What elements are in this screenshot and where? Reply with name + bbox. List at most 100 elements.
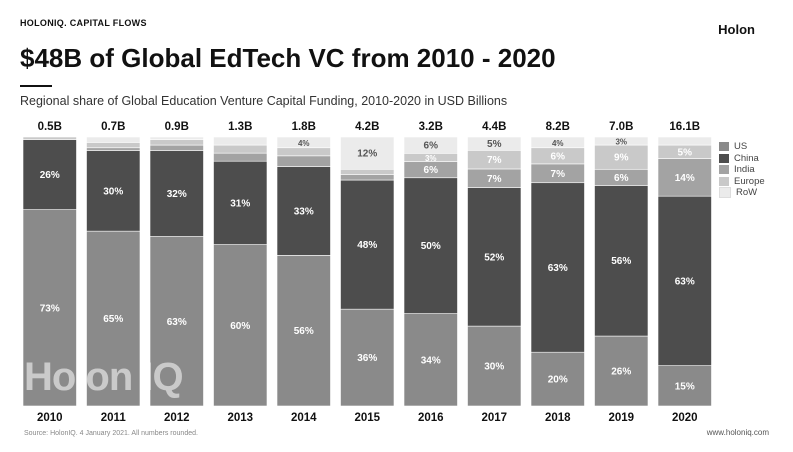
data-label-us-2020: 15% (675, 381, 695, 392)
data-label-row-2014: 4% (298, 139, 310, 148)
total-label-2011: 0.7B (101, 121, 125, 133)
x-tick-2014: 2014 (291, 412, 317, 424)
data-label-europe-2017: 7% (487, 155, 502, 166)
legend-item-row: RoW (719, 187, 765, 199)
data-label-china-2017: 52% (484, 252, 504, 263)
legend-swatch-us (719, 142, 729, 152)
total-label-2010: 0.5B (38, 121, 62, 133)
data-label-india-2020: 14% (675, 173, 695, 184)
data-label-china-2014: 33% (294, 206, 314, 217)
data-label-china-2020: 63% (675, 276, 695, 287)
data-label-china-2019: 56% (611, 256, 631, 267)
legend-label-china: China (734, 152, 759, 164)
legend-swatch-india (719, 165, 729, 175)
x-tick-2017: 2017 (481, 412, 507, 424)
brand-header: HOLONIQ. CAPITAL FLOWS (20, 18, 147, 28)
data-label-europe-2020: 5% (678, 147, 693, 158)
total-label-2013: 1.3B (228, 121, 252, 133)
bar-segment-us-2016 (403, 313, 458, 407)
data-label-china-2018: 63% (548, 263, 568, 274)
bar-segment-us-2012 (149, 236, 204, 407)
data-label-us-2011: 65% (103, 314, 123, 325)
x-tick-2013: 2013 (227, 412, 253, 424)
legend-swatch-europe (719, 176, 729, 186)
data-label-us-2013: 60% (230, 321, 250, 332)
x-tick-2019: 2019 (608, 412, 634, 424)
data-label-china-2012: 32% (167, 189, 187, 200)
bar-segment-china-2014 (276, 166, 331, 256)
bar-segment-china-2018 (530, 182, 585, 353)
data-label-europe-2019: 9% (614, 153, 629, 164)
legend-label-india: India (734, 164, 755, 176)
bar-segment-india-2013 (213, 152, 268, 162)
bar-segment-china-2017 (467, 187, 522, 327)
x-tick-2012: 2012 (164, 412, 190, 424)
bar-segment-china-2016 (403, 177, 458, 314)
legend-item-europe: Europe (719, 176, 765, 188)
bar-segment-india-2020 (657, 158, 712, 197)
x-tick-2020: 2020 (672, 412, 698, 424)
source-note: Source: HolonIQ. 4 January 2021. All num… (24, 430, 198, 437)
legend-label-us: US (734, 141, 748, 153)
x-tick-2011: 2011 (101, 412, 127, 424)
data-label-us-2010: 73% (40, 303, 60, 314)
data-label-china-2016: 50% (421, 241, 441, 252)
bar-segment-europe-2011 (86, 142, 141, 149)
x-tick-2015: 2015 (354, 412, 380, 424)
bar-segment-us-2018 (530, 351, 585, 407)
data-label-row-2017: 5% (487, 139, 502, 150)
bar-segment-row-2014 (276, 136, 331, 149)
bar-segment-india-2012 (149, 144, 204, 151)
bar-segment-us-2019 (594, 335, 649, 407)
data-label-china-2015: 48% (357, 240, 377, 251)
legend-item-india: India (719, 164, 765, 176)
total-label-2012: 0.9B (165, 121, 189, 133)
data-label-us-2018: 20% (548, 375, 568, 386)
bar-segment-row-2017 (467, 136, 522, 151)
data-label-china-2013: 31% (230, 198, 250, 209)
chart-subtitle: Regional share of Global Education Ventu… (20, 94, 508, 108)
bar-segment-row-2011 (86, 136, 141, 143)
bar-segment-china-2015 (340, 179, 395, 310)
bar-segment-europe-2013 (213, 144, 268, 154)
bar-segment-europe-2014 (276, 147, 331, 157)
chart-title: $48B of Global EdTech VC from 2010 - 202… (20, 43, 556, 73)
legend-item-china: China (719, 153, 765, 165)
total-label-2019: 7.0B (609, 121, 633, 133)
data-label-us-2012: 63% (167, 317, 187, 328)
bar-segment-india-2015 (340, 174, 395, 181)
bar-segment-europe-2012 (149, 139, 204, 146)
bar-segment-india-2011 (86, 147, 141, 151)
chart-legend: US China India Europe RoW (719, 141, 765, 199)
legend-swatch-china (719, 153, 729, 163)
x-tick-2016: 2016 (418, 412, 444, 424)
data-label-us-2014: 56% (294, 326, 314, 337)
bar-segment-row-2016 (403, 136, 458, 154)
bar-segment-row-2015 (340, 136, 395, 170)
legend-item-us: US (719, 141, 765, 153)
website-link[interactable]: www.holoniq.com (706, 428, 769, 437)
data-label-us-2016: 34% (421, 355, 441, 366)
data-label-row-2015: 12% (357, 149, 377, 160)
bar-segment-china-2010 (22, 139, 77, 210)
bar-segment-row-2012 (149, 136, 204, 140)
bar-segment-china-2019 (594, 185, 649, 337)
bar-segment-row-2013 (213, 136, 268, 146)
bar-segment-europe-2015 (340, 168, 395, 175)
bar-segment-us-2011 (86, 230, 141, 407)
total-label-2018: 8.2B (546, 121, 570, 133)
holoniq-watermark: Holon IQ (24, 355, 184, 399)
total-label-2014: 1.8B (292, 121, 316, 133)
brand-section: CAPITAL FLOWS (69, 18, 147, 28)
legend-label-europe: Europe (734, 175, 765, 187)
data-label-row-2019: 3% (615, 138, 627, 147)
legend-swatch-row (719, 187, 731, 199)
data-label-us-2017: 30% (484, 362, 504, 373)
data-label-india-2016: 6% (424, 165, 439, 176)
data-label-china-2010: 26% (40, 170, 60, 181)
data-label-us-2015: 36% (357, 353, 377, 364)
legend-label-row: RoW (736, 187, 758, 199)
total-label-2020: 16.1B (669, 121, 700, 133)
bar-segment-us-2015 (340, 308, 395, 407)
